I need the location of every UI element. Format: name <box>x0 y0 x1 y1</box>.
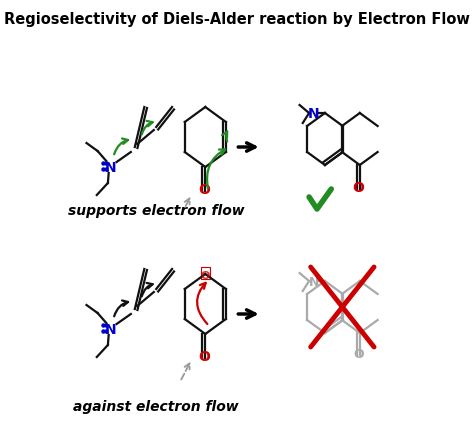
Text: O: O <box>198 183 210 196</box>
Text: N: N <box>308 107 319 121</box>
Text: N: N <box>105 161 117 175</box>
Text: N: N <box>309 275 319 288</box>
Text: O: O <box>201 271 210 280</box>
Text: O: O <box>353 347 364 360</box>
Text: O: O <box>198 349 210 363</box>
Text: O: O <box>352 181 364 195</box>
Text: N: N <box>105 322 117 336</box>
Text: supports electron flow: supports electron flow <box>68 204 245 218</box>
Text: Regioselectivity of Diels-Alder reaction by Electron Flow: Regioselectivity of Diels-Alder reaction… <box>4 12 470 27</box>
Text: against electron flow: against electron flow <box>73 399 239 413</box>
